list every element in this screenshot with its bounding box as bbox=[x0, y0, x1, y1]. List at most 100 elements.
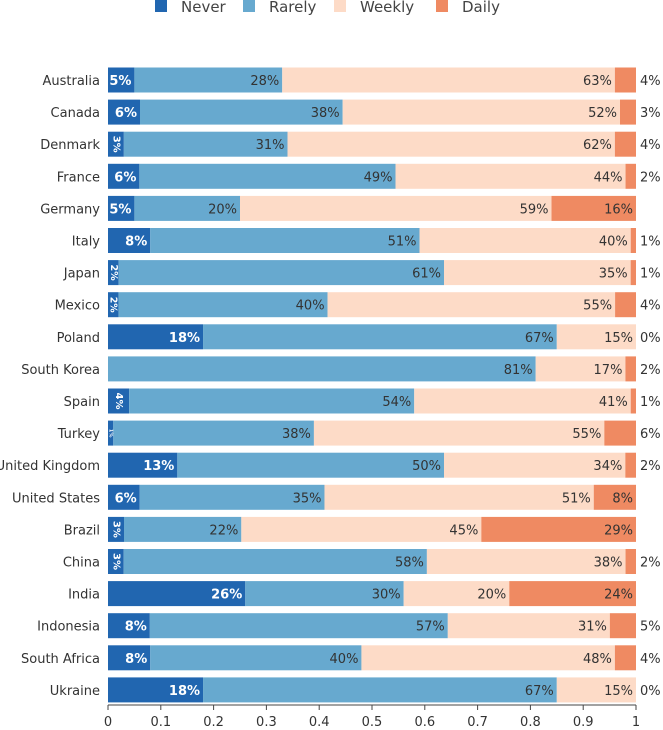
data-label: 4% bbox=[113, 393, 124, 410]
legend-swatch-rarely bbox=[243, 0, 255, 12]
data-label: 40% bbox=[296, 299, 325, 314]
bar-segment-rarely bbox=[245, 581, 404, 607]
bar-segment-daily bbox=[615, 292, 636, 318]
data-label: 4% bbox=[640, 652, 661, 667]
data-label: 62% bbox=[583, 138, 612, 153]
bar-segment-rarely bbox=[134, 195, 240, 221]
bar-segment-never bbox=[108, 292, 119, 318]
data-label: 20% bbox=[208, 202, 237, 217]
bar-segment-weekly bbox=[447, 613, 610, 639]
data-label: 18% bbox=[169, 684, 200, 699]
bar-segment-rarely bbox=[129, 388, 415, 414]
data-label: 67% bbox=[525, 684, 554, 699]
data-label: 2% bbox=[640, 363, 661, 378]
data-label: 15% bbox=[604, 684, 633, 699]
bar-segment-weekly bbox=[327, 292, 616, 318]
bar-row-south-africa: South Africa 8% 40% 48% 4% bbox=[21, 645, 661, 671]
bar-segment-never bbox=[108, 549, 124, 574]
data-label: 4% bbox=[640, 74, 661, 89]
bar-segment-weekly bbox=[426, 549, 626, 574]
data-label: 58% bbox=[395, 556, 424, 571]
data-label: 81% bbox=[504, 363, 533, 378]
data-label: 49% bbox=[364, 170, 393, 185]
data-label: 6% bbox=[640, 427, 661, 442]
bar-segment-weekly bbox=[241, 516, 482, 542]
country-label: Spain bbox=[64, 395, 100, 410]
data-label: 29% bbox=[604, 523, 633, 538]
bar-segment-never bbox=[108, 677, 204, 703]
bar-segment-rarely bbox=[134, 67, 283, 93]
bar-segment-rarely bbox=[118, 260, 445, 286]
bar-segment-rarely bbox=[139, 163, 396, 189]
bar-segment-rarely bbox=[150, 645, 362, 671]
data-label: 55% bbox=[583, 299, 612, 314]
data-label: 44% bbox=[594, 170, 623, 185]
bar-row-mexico: Mexico 2% 40% 55% 4% bbox=[55, 292, 661, 318]
data-label: 30% bbox=[372, 588, 401, 603]
country-label: Denmark bbox=[40, 138, 100, 153]
data-label: 57% bbox=[416, 620, 445, 635]
data-label: 3% bbox=[110, 553, 121, 570]
data-label: 61% bbox=[412, 267, 441, 282]
bar-segment-never bbox=[108, 67, 135, 93]
bar-row-indonesia: Indonesia 8% 57% 31% 5% bbox=[37, 613, 661, 639]
country-label: Germany bbox=[40, 202, 100, 217]
bar-segment-rarely bbox=[177, 452, 445, 478]
bar-segment-daily bbox=[625, 163, 636, 189]
data-label: 6% bbox=[115, 106, 137, 121]
bar-segment-rarely bbox=[203, 324, 557, 350]
data-label: 5% bbox=[109, 74, 131, 89]
x-tick-label: 0 bbox=[104, 715, 112, 730]
data-label: 59% bbox=[520, 202, 549, 217]
bar-segment-never bbox=[108, 645, 151, 671]
data-label: 28% bbox=[250, 74, 279, 89]
data-label: 5% bbox=[640, 620, 661, 635]
bar-segment-rarely bbox=[124, 516, 242, 542]
country-label: Italy bbox=[72, 235, 101, 250]
data-label: 8% bbox=[125, 235, 147, 250]
data-label: 0% bbox=[640, 331, 661, 346]
data-label: 0% bbox=[640, 684, 661, 699]
bar-segment-daily bbox=[625, 356, 636, 382]
data-label: 55% bbox=[572, 427, 601, 442]
bar-row-spain: Spain 4% 54% 41% 1% bbox=[64, 388, 661, 414]
country-label: Indonesia bbox=[37, 620, 100, 635]
data-label: 63% bbox=[583, 74, 612, 89]
legend-label-rarely: Rarely bbox=[269, 0, 317, 16]
bar-segment-weekly bbox=[444, 452, 626, 478]
data-label: 26% bbox=[211, 588, 242, 603]
legend-label-weekly: Weekly bbox=[360, 0, 414, 16]
legend-label-daily: Daily bbox=[462, 0, 500, 16]
bar-segment-never bbox=[108, 388, 130, 414]
bar-segment-weekly bbox=[287, 131, 615, 157]
x-tick-label: 0.2 bbox=[203, 715, 224, 730]
bar-segment-weekly bbox=[342, 99, 620, 125]
bar-segment-daily bbox=[609, 613, 636, 639]
data-label: 8% bbox=[612, 491, 633, 506]
data-label: 1% bbox=[640, 267, 661, 282]
bar-row-south-korea: South Korea 81% 17% 2% bbox=[21, 356, 661, 382]
data-label: 34% bbox=[593, 459, 622, 474]
data-label: 50% bbox=[412, 459, 441, 474]
x-tick-label: 0.8 bbox=[520, 715, 541, 730]
country-label: Poland bbox=[57, 331, 100, 346]
country-label: India bbox=[68, 588, 100, 603]
bar-segment-never bbox=[108, 99, 140, 125]
data-label: 16% bbox=[604, 202, 633, 217]
bar-segment-daily bbox=[614, 67, 636, 93]
bar-segment-daily bbox=[630, 260, 636, 286]
bar-segment-never bbox=[108, 195, 135, 221]
bar-segment-never bbox=[108, 228, 151, 253]
bar-segment-never bbox=[108, 581, 246, 607]
bar-row-china: China 3% 58% 38% 2% bbox=[63, 549, 661, 574]
bar-row-india: India 26% 30% 20% 24% bbox=[68, 581, 636, 607]
bar-segment-never bbox=[108, 420, 114, 446]
country-label: Japan bbox=[63, 267, 100, 282]
x-tick-label: 1 bbox=[632, 715, 640, 730]
bar-segment-never bbox=[108, 260, 119, 286]
bar-segment-daily bbox=[593, 484, 636, 510]
bar-row-united-kingdom: United Kingdom 13% 50% 34% 2% bbox=[0, 452, 661, 478]
legend-label-never: Never bbox=[181, 0, 227, 16]
data-label: 2% bbox=[108, 264, 119, 281]
